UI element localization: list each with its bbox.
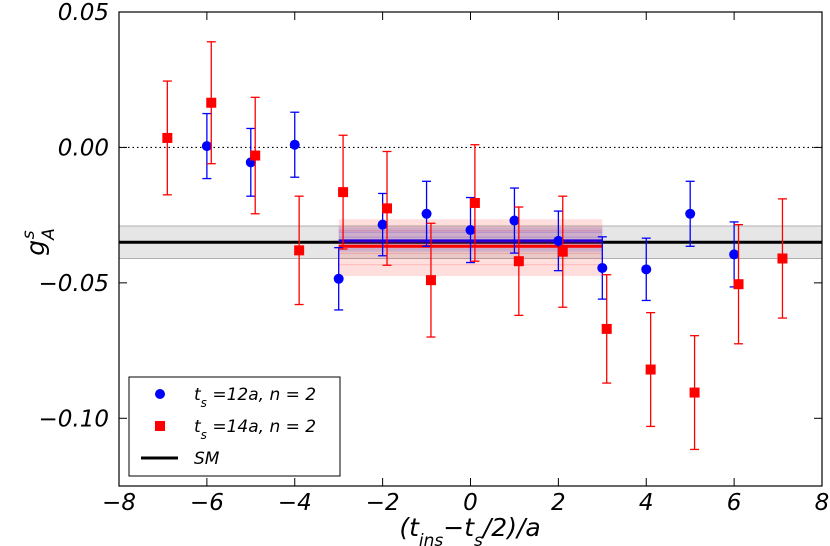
point-ts14: [250, 150, 261, 161]
x-tick-label: −6: [190, 490, 224, 516]
point-ts12: [333, 273, 344, 284]
axes-frame: [118, 11, 823, 487]
point-ts12: [201, 141, 212, 152]
point-ts14: [601, 323, 612, 334]
point-ts12: [685, 208, 696, 219]
x-tick-label: −2: [366, 490, 400, 516]
point-ts14: [469, 197, 480, 208]
legend-label-ts12: ts =12a, n = 2: [194, 385, 316, 410]
legend: ts =12a, n = 2 ts =14a, n = 2 SM: [128, 376, 341, 477]
point-ts14: [513, 256, 524, 267]
point-ts14: [425, 275, 436, 286]
point-ts12: [421, 208, 432, 219]
point-ts14: [206, 97, 217, 108]
y-tick-label: −0.10: [39, 406, 109, 432]
x-axis-title: (tins−ts/2)/a: [399, 513, 540, 546]
tick-labels: −8 −6 −4 −2 0 2 4 6 8 0.05 0.00 −0.05 −0.10: [39, 0, 830, 516]
point-ts14: [733, 279, 744, 290]
point-ts12: [597, 262, 608, 273]
x-tick-label: 6: [727, 490, 742, 516]
point-ts14: [777, 253, 788, 264]
data-points-layer: [162, 41, 788, 451]
y-tick-label: 0.00: [58, 135, 109, 161]
point-ts14: [689, 387, 700, 398]
point-ts12: [289, 139, 300, 150]
x-tick-label: 8: [815, 490, 830, 516]
point-ts14: [645, 364, 656, 375]
point-ts14: [338, 187, 349, 198]
x-tick-label: 2: [551, 490, 566, 516]
point-ts12: [509, 215, 520, 226]
y-tick-label: 0.05: [58, 0, 109, 26]
legend-marker-ts12: [155, 389, 165, 399]
legend-marker-ts14: [155, 421, 165, 431]
point-ts14: [557, 246, 568, 257]
point-ts12: [641, 264, 652, 275]
point-ts14: [294, 245, 305, 256]
point-ts14: [382, 203, 393, 214]
legend-label-ts14: ts =14a, n = 2: [194, 417, 316, 442]
legend-label-sm: SM: [194, 449, 220, 469]
point-ts12: [377, 219, 388, 230]
point-ts12: [729, 249, 740, 260]
point-ts12: [553, 235, 564, 246]
y-axis-title: gAs: [19, 228, 59, 256]
y-tick-label: −0.05: [39, 271, 109, 297]
x-tick-label: −4: [278, 490, 312, 516]
x-tick-label: 0: [463, 490, 478, 516]
point-ts12: [465, 225, 476, 236]
point-ts14: [162, 132, 173, 143]
x-tick-label: −8: [102, 490, 136, 516]
x-tick-label: 4: [639, 490, 654, 516]
